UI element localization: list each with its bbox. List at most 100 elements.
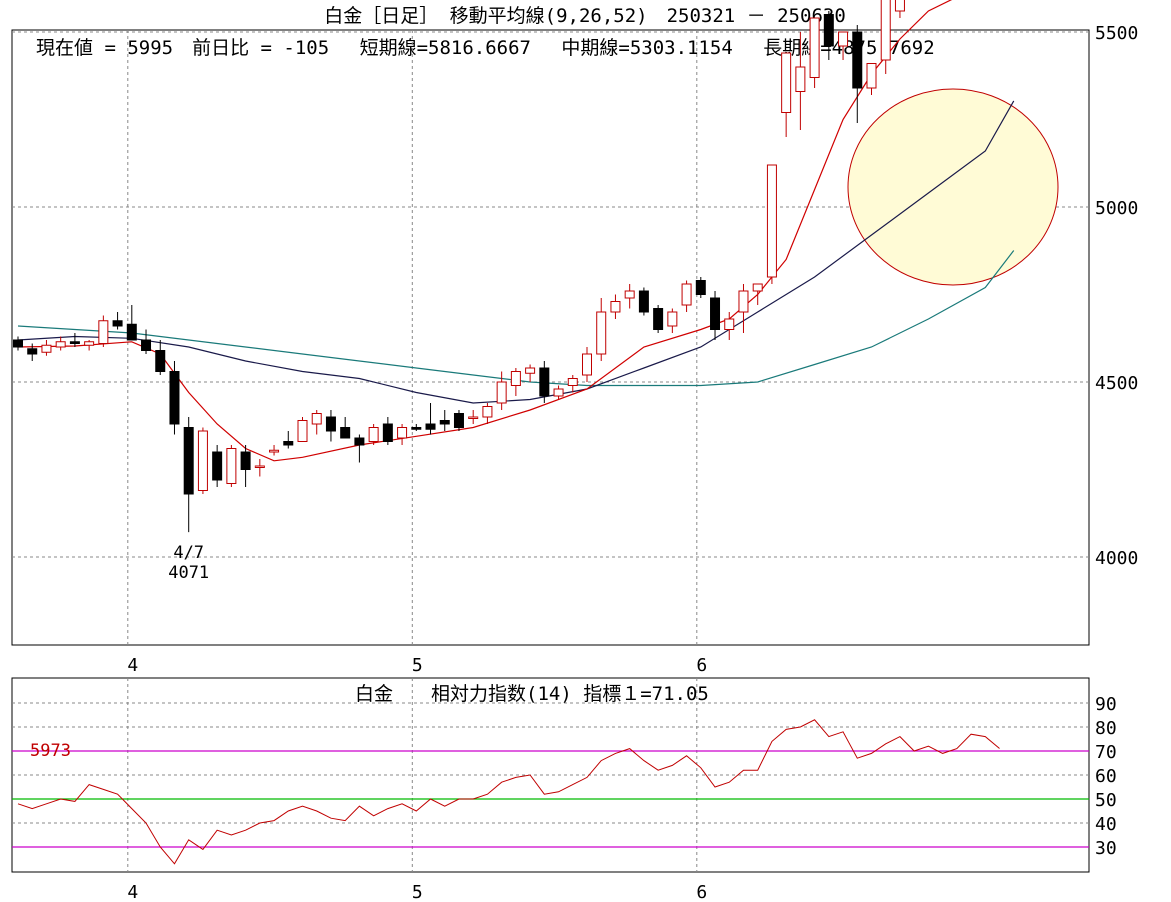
candle-body (681, 283, 692, 306)
candle (269, 445, 280, 456)
candle-body (325, 416, 336, 432)
candle (297, 417, 308, 442)
candle-body (667, 311, 678, 327)
candle (852, 25, 863, 123)
candle (69, 333, 80, 347)
rsi-x-tick-label: 6 (696, 882, 707, 902)
candle-body (169, 371, 180, 425)
candle (141, 329, 152, 354)
candle-body (795, 66, 806, 92)
rsi-y-tick-label: 40 (1095, 814, 1117, 835)
rsi-y-tick-label: 50 (1095, 790, 1117, 811)
rsi-panel: 白金 相対力指数(14) 指標１=71.05 5973 30 40 50 60 70 80… (11, 677, 1117, 873)
chart-title: 白金［日足］ 移動平均線(9,26,52) 250321 － 250630 (324, 5, 846, 27)
candle-body (553, 388, 564, 397)
candle-body (98, 320, 109, 344)
candle-body (823, 14, 834, 47)
candle (710, 291, 721, 340)
candle (41, 340, 52, 356)
candle (752, 283, 763, 305)
candle (340, 417, 351, 439)
candle-body (738, 290, 749, 313)
rsi-panel-frame (11, 677, 1090, 873)
candle (781, 52, 792, 137)
candle (212, 445, 223, 487)
candle (510, 368, 521, 396)
candles (13, 0, 905, 533)
candle-body (510, 371, 521, 386)
price-x-tick-label: 6 (696, 655, 707, 676)
candle-body (269, 449, 280, 453)
candle (695, 277, 706, 298)
candle-body (112, 320, 123, 327)
candle (84, 340, 95, 351)
candle (567, 375, 578, 393)
candle-body (724, 318, 735, 330)
candle (525, 364, 536, 382)
candle-body (126, 323, 137, 341)
candle-body (27, 348, 38, 355)
candle-body (567, 378, 578, 386)
price-x-tick-label: 4 (127, 655, 138, 676)
candle (382, 417, 393, 445)
candle-body (653, 308, 664, 330)
rsi-grid (12, 678, 1089, 872)
candle-body (141, 339, 152, 351)
candle-body (880, 0, 891, 61)
candle (126, 305, 137, 341)
rsi-x-ticks: 4 5 6 (127, 882, 707, 902)
candle-body (766, 164, 777, 278)
candle (496, 371, 507, 410)
candle (866, 63, 877, 95)
candle (624, 284, 635, 309)
candle-body (468, 416, 479, 419)
candle-body (297, 420, 308, 442)
candle-body (397, 427, 408, 439)
candle-body (311, 413, 322, 425)
candle (240, 445, 251, 487)
candle (368, 424, 379, 445)
rsi-y-tick-label: 60 (1095, 766, 1117, 787)
rsi-band-label: 5973 (30, 741, 71, 761)
candle (809, 17, 820, 88)
candle (823, 11, 834, 60)
highlight-circle (847, 88, 1059, 286)
candle-body (610, 301, 621, 313)
candle (610, 294, 621, 319)
candle (397, 424, 408, 445)
rsi-y-tick-label: 90 (1095, 694, 1117, 715)
candle-body (212, 451, 223, 481)
price-y-tick-label: 4000 (1095, 548, 1138, 569)
rsi-y-tick-label: 30 (1095, 838, 1117, 859)
candle-body (354, 437, 365, 446)
price-y-ticks: 400045005000550060006500 (1095, 23, 1138, 569)
rsi-series-line (17, 719, 1000, 865)
price-y-tick-label: 4500 (1095, 373, 1138, 394)
annotation-date: 4/7 (173, 543, 204, 563)
candle-body (183, 427, 194, 495)
candle-body (809, 17, 820, 78)
candle (653, 305, 664, 333)
candle (738, 284, 749, 333)
candle (354, 434, 365, 463)
candle (596, 298, 607, 361)
candle-body (539, 367, 550, 397)
candle (98, 315, 109, 347)
candle (411, 424, 422, 431)
price-info: 現在値 = 5995 前日比 = -105 短期線=5816.6667 中期線=… (36, 37, 935, 59)
candle-body (425, 423, 436, 430)
candle-body (254, 465, 265, 468)
candle-body (84, 341, 95, 346)
candle (453, 410, 464, 431)
candle-body (582, 353, 592, 376)
candle-body (69, 341, 80, 344)
candle-body (439, 420, 450, 425)
highlight-ellipse (847, 88, 1059, 286)
candle (880, 0, 891, 74)
candle-body (894, 0, 905, 12)
candle-body (197, 430, 208, 491)
candle (169, 361, 180, 435)
candle (795, 32, 806, 130)
candle (325, 410, 336, 442)
